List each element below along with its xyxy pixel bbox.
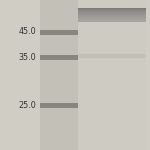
Bar [78,11,146,12]
Bar [78,8,146,9]
Text: 45.0: 45.0 [18,27,36,36]
Bar [78,21,146,22]
Bar [78,16,146,17]
Bar [78,15,146,16]
Bar [78,13,146,14]
Bar [78,10,146,11]
Bar [78,14,146,15]
Bar [78,12,146,13]
Bar [78,17,146,18]
Bar [40,55,78,60]
Bar [78,18,146,19]
Bar [78,19,146,20]
Bar [40,30,78,35]
Bar [78,9,146,10]
Bar [78,0,146,150]
Bar [78,54,146,58]
Text: 25.0: 25.0 [18,100,36,109]
Bar [40,103,78,108]
Text: 35.0: 35.0 [18,52,36,62]
Bar [40,0,78,150]
Bar [78,20,146,21]
